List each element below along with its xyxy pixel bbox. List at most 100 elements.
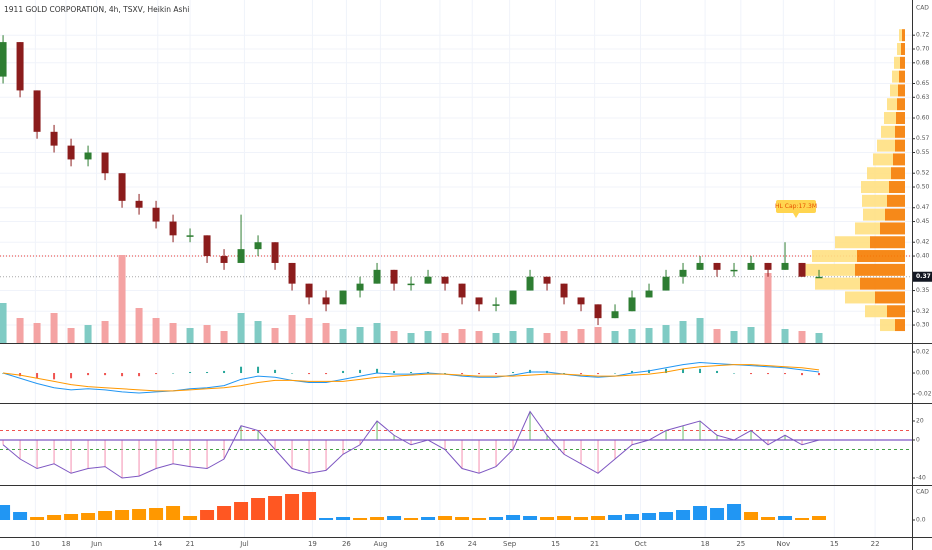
histogram-bar [336, 517, 351, 520]
candle-body [373, 269, 381, 284]
volume-bar [237, 313, 245, 343]
histogram-bar [166, 506, 181, 520]
volume-bar [50, 313, 58, 343]
volume-bar [798, 331, 806, 343]
volume-bar [696, 318, 704, 343]
histogram-bar [183, 516, 198, 520]
volume-bar [67, 328, 75, 343]
macd-hist-bar [444, 373, 447, 374]
volume-bar [645, 328, 653, 343]
candle-body [577, 297, 585, 305]
annotation: HL Cap:17.3M [775, 200, 817, 218]
candle-body [441, 276, 449, 284]
histogram-bar [353, 518, 368, 520]
profile-bar [881, 125, 895, 138]
histogram-bar [812, 516, 827, 520]
volume-bar [271, 328, 279, 343]
x-tick-label: 18 [61, 540, 70, 548]
candle-body [764, 262, 772, 270]
macd-hist-bar [716, 370, 719, 374]
volume-bar [628, 329, 636, 343]
candle-body [254, 242, 262, 250]
candle-body [662, 276, 670, 291]
currency-label: CAD [916, 489, 929, 496]
volume-bar [560, 331, 568, 343]
histogram-bar [710, 508, 725, 520]
histogram-bar [506, 515, 521, 520]
macd-hist-bar [750, 373, 753, 375]
profile-bar [815, 277, 860, 290]
profile-bar [889, 181, 905, 194]
candle-body [815, 276, 823, 279]
last-price-box [913, 271, 932, 282]
profile-bar [880, 222, 905, 235]
y-tick-label: 0.45 [916, 218, 930, 225]
histogram-bar [540, 517, 555, 520]
histogram-bar [591, 516, 606, 520]
histogram-bar [132, 509, 147, 520]
macd-hist-bar [393, 370, 396, 374]
x-tick-label: Aug [374, 540, 388, 548]
macd-hist-bar [699, 368, 702, 374]
x-tick-label: Nov [776, 540, 790, 548]
profile-bar [877, 139, 895, 152]
histogram-bar [404, 518, 419, 520]
y-tick-label: 0.40 [916, 253, 930, 260]
candle-body [645, 290, 653, 298]
macd-hist-bar [767, 373, 770, 375]
y-tick-label: 0 [916, 437, 920, 444]
histogram-bar [523, 516, 538, 520]
macd-hist-bar [138, 373, 141, 377]
volume-bar [305, 318, 313, 343]
profile-bar [887, 194, 905, 207]
profile-bar [892, 70, 899, 83]
x-tick-label: 25 [736, 540, 745, 548]
volume-bar [611, 331, 619, 343]
macd-hist-bar [818, 373, 821, 376]
candle-body [152, 207, 160, 222]
macd-hist-bar [512, 371, 515, 374]
histogram-bar [370, 517, 385, 520]
profile-bar [857, 250, 905, 263]
histogram-bar [217, 506, 232, 520]
volume-bar [407, 333, 415, 343]
volume-bar [373, 323, 381, 343]
candle-body [543, 276, 551, 284]
candle-body [424, 276, 432, 284]
profile-bar [902, 29, 905, 42]
profile-bar [895, 319, 905, 332]
y-tick-label: 0.42 [916, 239, 930, 246]
volume-bar [356, 327, 364, 343]
y-tick-label: 0.57 [916, 135, 930, 142]
histogram-bar [574, 517, 589, 520]
annotation-pointer [793, 213, 799, 218]
macd-hist-bar [308, 373, 311, 375]
profile-bar [855, 263, 905, 276]
y-tick-label: 0.68 [916, 59, 930, 66]
candle-body [356, 283, 364, 291]
volume-bar [594, 327, 602, 343]
candle-body [492, 304, 500, 306]
macd-hist-bar [121, 373, 124, 377]
y-tick-label: 0.60 [916, 115, 930, 122]
macd-hist-bar [801, 373, 804, 376]
y-tick-label: 0.50 [916, 184, 930, 191]
candle-body [135, 200, 143, 208]
y-tick-label: 20 [916, 418, 924, 425]
histogram-bar [421, 517, 436, 520]
profile-bar [894, 56, 900, 69]
x-tick-label: Jun [90, 540, 102, 548]
macd-hist-bar [648, 369, 651, 374]
volume-bar [713, 329, 721, 343]
x-tick-label: Jul [239, 540, 249, 548]
profile-bar [863, 208, 885, 221]
y-tick-label: 0.52 [916, 170, 930, 177]
macd-hist-bar [325, 373, 328, 375]
volume-bar [543, 333, 551, 343]
macd-hist-bar [206, 371, 209, 374]
histogram-bar [268, 496, 283, 520]
profile-bar [812, 250, 857, 263]
histogram-bar [438, 516, 453, 520]
candle-body [237, 249, 245, 263]
macd-hist-bar [597, 373, 600, 375]
